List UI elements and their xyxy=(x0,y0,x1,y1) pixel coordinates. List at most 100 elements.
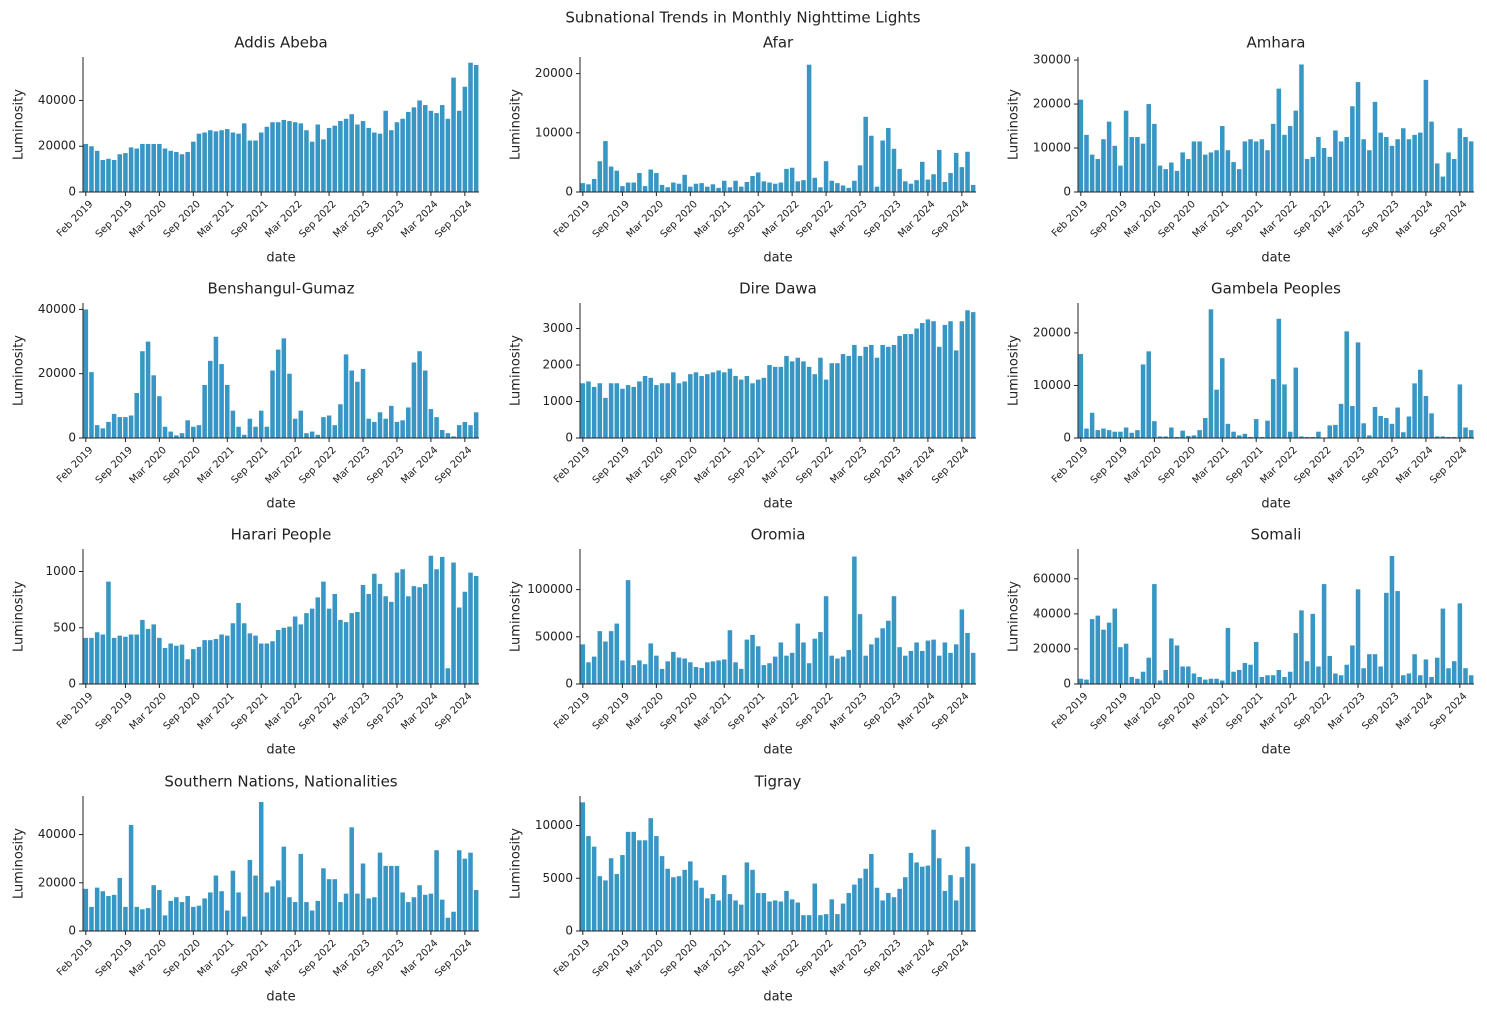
bar xyxy=(789,652,795,684)
bar xyxy=(1259,139,1265,192)
bar xyxy=(1412,383,1417,438)
bar xyxy=(784,655,789,684)
y-axis-label: Luminosity xyxy=(12,828,27,899)
bar xyxy=(185,896,190,931)
bar xyxy=(360,121,366,192)
bar xyxy=(1406,139,1412,192)
bar xyxy=(801,915,806,931)
bar xyxy=(1389,145,1395,192)
bar xyxy=(631,665,637,684)
bar xyxy=(1208,309,1214,438)
bar xyxy=(355,124,360,192)
bar xyxy=(1146,351,1151,438)
bar xyxy=(428,893,434,931)
bar xyxy=(128,147,134,192)
bar xyxy=(1265,150,1270,192)
bar xyxy=(372,897,377,931)
bar xyxy=(1344,664,1349,684)
bar xyxy=(1378,132,1383,192)
bar xyxy=(886,620,891,684)
bar xyxy=(292,616,298,684)
bar xyxy=(106,581,111,684)
bar xyxy=(936,346,942,438)
bar xyxy=(445,433,451,438)
bar xyxy=(1140,143,1146,192)
y-tick-label: 10000 xyxy=(1033,378,1071,392)
bar xyxy=(134,634,140,684)
bar xyxy=(157,143,162,192)
bar xyxy=(716,370,721,438)
y-tick-label: 20000 xyxy=(1033,325,1071,339)
bar xyxy=(1219,680,1225,684)
bar xyxy=(1180,430,1185,438)
bar xyxy=(151,143,156,192)
bar xyxy=(857,878,863,931)
bar xyxy=(456,425,462,438)
bar xyxy=(1423,659,1429,684)
bar xyxy=(326,415,332,438)
bar xyxy=(1101,428,1106,438)
y-tick-label: 0 xyxy=(68,431,76,445)
bar xyxy=(236,133,241,192)
bar xyxy=(213,875,219,931)
bar xyxy=(1350,405,1355,438)
bar xyxy=(642,664,648,684)
bar xyxy=(637,173,642,192)
bar xyxy=(462,86,468,192)
x-axis-label: date xyxy=(1261,743,1290,758)
bar xyxy=(439,105,445,192)
bar xyxy=(1429,413,1434,438)
x-tick-label: Sep 2024 xyxy=(1428,445,1469,486)
bar xyxy=(936,149,942,192)
bar xyxy=(908,852,914,931)
bar xyxy=(869,344,874,438)
y-tick-label: 30000 xyxy=(1033,53,1071,67)
bar xyxy=(857,355,863,438)
bar xyxy=(106,158,111,192)
bar xyxy=(428,555,434,684)
bar xyxy=(366,594,371,684)
y-tick-label: 20000 xyxy=(38,875,76,889)
bar xyxy=(1282,134,1287,192)
bar xyxy=(891,148,897,192)
bar xyxy=(654,173,659,192)
bar xyxy=(965,310,970,438)
bar xyxy=(823,596,829,684)
bar xyxy=(818,915,823,931)
bar xyxy=(281,338,287,438)
bar xyxy=(1468,430,1474,438)
bar xyxy=(716,660,721,684)
bar xyxy=(1468,141,1474,192)
bar xyxy=(281,627,287,684)
bar xyxy=(89,906,94,931)
bar xyxy=(1367,150,1372,192)
bar xyxy=(406,111,411,192)
bar xyxy=(456,850,462,931)
y-tick-label: 0 xyxy=(68,924,76,938)
bar xyxy=(1231,671,1236,684)
bar xyxy=(931,174,936,192)
bar xyxy=(1135,430,1140,438)
bar xyxy=(1327,156,1333,192)
bar xyxy=(400,892,405,931)
bar xyxy=(434,417,439,438)
bar xyxy=(270,641,275,684)
bar xyxy=(789,167,795,192)
bar xyxy=(823,379,829,438)
bar xyxy=(580,644,586,684)
bar xyxy=(298,123,304,192)
bar xyxy=(671,651,676,684)
bar xyxy=(880,900,885,931)
bar xyxy=(1417,369,1423,438)
bar xyxy=(1197,430,1202,438)
x-tick-label: Feb 2019 xyxy=(552,938,593,979)
bar xyxy=(298,853,304,931)
bar xyxy=(224,910,230,931)
bar xyxy=(145,908,151,931)
bar xyxy=(1112,431,1118,438)
bar xyxy=(247,633,253,684)
bar xyxy=(264,426,270,438)
bar xyxy=(1434,657,1440,684)
bar xyxy=(648,169,653,192)
